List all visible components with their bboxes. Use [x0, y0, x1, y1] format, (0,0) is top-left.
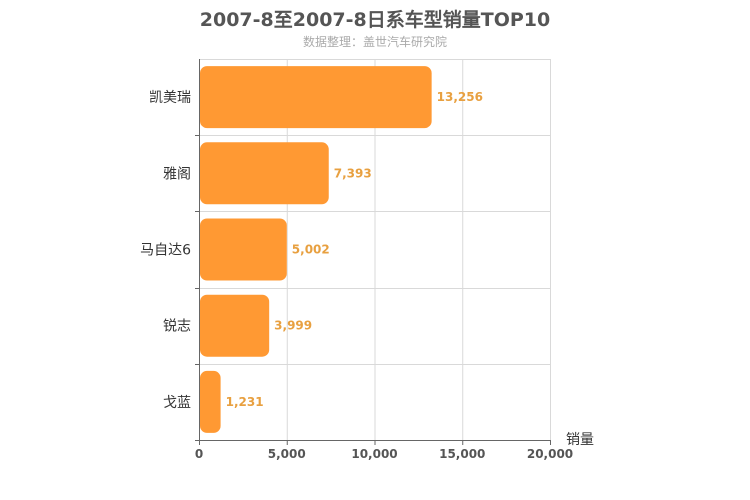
bar-value-label: 3,999 — [274, 319, 312, 333]
bar-value-label: 5,002 — [292, 243, 330, 257]
bar-value-label: 13,256 — [437, 90, 483, 104]
bar — [200, 294, 270, 357]
x-tick-label: 10,000 — [351, 447, 397, 461]
bar — [200, 218, 287, 281]
bar — [200, 142, 329, 205]
x-tick-label: 5,000 — [268, 447, 306, 461]
bar-value-label: 1,231 — [226, 395, 264, 409]
bar — [200, 66, 432, 129]
x-tick-label: 20,000 — [527, 447, 573, 461]
category-label: 凯美瑞 — [149, 90, 191, 106]
x-tick-label: 0 — [195, 447, 203, 461]
chart-title: 2007-8至2007-8日系车型销量TOP10 — [199, 9, 551, 31]
x-tick-label: 15,000 — [439, 447, 485, 461]
category-label: 戈蓝 — [163, 395, 191, 411]
category-label: 锐志 — [163, 319, 191, 335]
chart-subtitle: 数据整理：盖世汽车研究院 — [302, 35, 447, 49]
category-label: 雅阁 — [163, 166, 191, 182]
x-axis-title: 销量 — [566, 432, 594, 448]
bar-value-label: 7,393 — [334, 166, 372, 180]
category-label: 马自达6 — [140, 243, 191, 259]
bar — [200, 370, 221, 433]
